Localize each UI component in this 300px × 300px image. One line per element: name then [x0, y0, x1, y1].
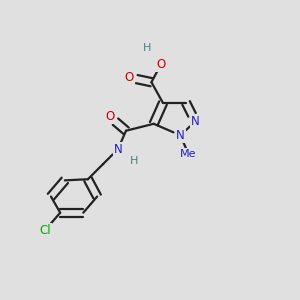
- Text: N: N: [114, 143, 122, 156]
- Text: O: O: [156, 58, 165, 71]
- Text: O: O: [105, 110, 115, 123]
- Text: H: H: [142, 43, 151, 52]
- Text: Me: Me: [180, 149, 197, 159]
- Text: H: H: [130, 156, 138, 166]
- Text: N: N: [191, 115, 200, 128]
- Text: O: O: [125, 71, 134, 84]
- Text: N: N: [176, 129, 185, 142]
- Text: Cl: Cl: [39, 224, 51, 236]
